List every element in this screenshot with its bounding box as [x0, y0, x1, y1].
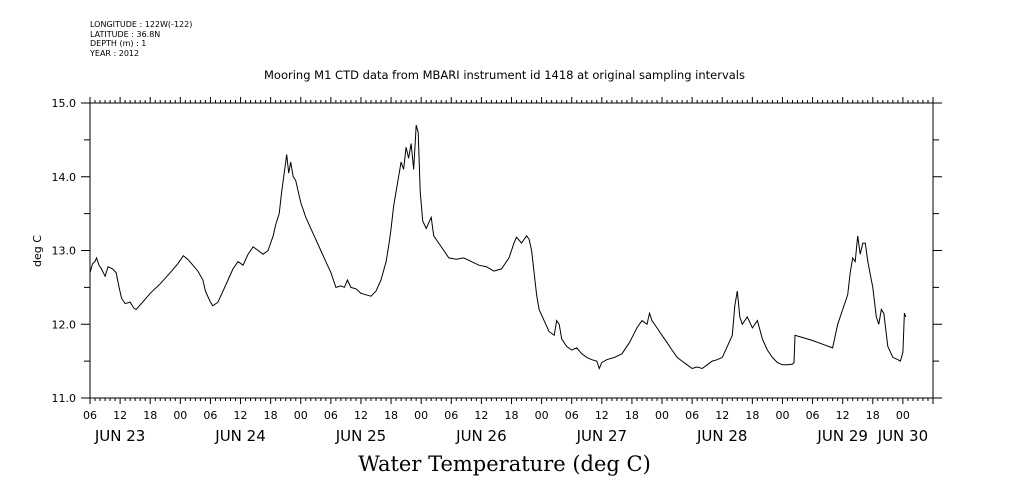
y-tick-label: 13.0 — [52, 245, 77, 258]
x-tick-label: 18 — [625, 409, 639, 422]
y-tick-label: 15.0 — [52, 97, 77, 110]
latitude-text: LATITUDE : 36.8N — [90, 29, 161, 39]
year-text: YEAR : 2012 — [90, 48, 140, 58]
x-tick-label: 12 — [715, 409, 729, 422]
x-tick-label: 06 — [806, 409, 820, 422]
x-tick-label: 06 — [324, 409, 338, 422]
longitude-text: LONGITUDE : 122W(-122) — [90, 20, 193, 29]
x-tick-label: 18 — [384, 409, 398, 422]
day-label: JUN 28 — [696, 427, 747, 445]
x-tick-label: 06 — [444, 409, 458, 422]
y-axis-label: deg C — [31, 235, 44, 267]
x-tick-label: 12 — [354, 409, 368, 422]
x-tick-label: 06 — [203, 409, 217, 422]
x-tick-label: 06 — [685, 409, 699, 422]
x-tick-label: 18 — [745, 409, 759, 422]
x-tick-label: 12 — [836, 409, 850, 422]
metadata-block: LONGITUDE : 122W(-122) LATITUDE : 36.8N … — [90, 20, 192, 58]
x-tick-label: 00 — [173, 409, 187, 422]
temperature-series-line — [89, 124, 907, 370]
day-label: JUN 26 — [455, 427, 506, 445]
axis-ticks — [81, 97, 942, 404]
x-tick-label: 12 — [474, 409, 488, 422]
x-tick-label: 00 — [414, 409, 428, 422]
x-tick-label: 12 — [595, 409, 609, 422]
day-label: JUN 27 — [576, 427, 627, 445]
x-tick-label: 06 — [565, 409, 579, 422]
x-tick-label: 06 — [83, 409, 97, 422]
y-tick-label: 11.0 — [52, 392, 77, 405]
x-tick-label: 18 — [866, 409, 880, 422]
axis-labels: 06 12 18 00 06 12 18 00 06 12 18 00 06 12 18 00 06 12 18 00… — [52, 97, 929, 445]
day-label: JUN 25 — [335, 427, 386, 445]
day-label: JUN 30 — [877, 427, 928, 445]
day-label: JUN 29 — [816, 427, 867, 445]
y-tick-label: 14.0 — [52, 171, 77, 184]
x-tick-label: 12 — [113, 409, 127, 422]
day-label: JUN 23 — [94, 427, 145, 445]
x-tick-label: 00 — [655, 409, 669, 422]
x-tick-label: 18 — [264, 409, 278, 422]
chart-title: Mooring M1 CTD data from MBARI instrumen… — [264, 68, 745, 82]
x-tick-label: 00 — [535, 409, 549, 422]
x-tick-label: 12 — [234, 409, 248, 422]
x-tick-label: 00 — [775, 409, 789, 422]
x-axis-title: Water Temperature (deg C) — [358, 452, 651, 476]
depth-text: DEPTH (m) : 1 — [90, 39, 147, 48]
x-tick-label: 00 — [294, 409, 308, 422]
day-label: JUN 24 — [214, 427, 265, 445]
y-tick-label: 12.0 — [52, 318, 77, 331]
x-tick-label: 18 — [143, 409, 157, 422]
x-tick-label: 18 — [505, 409, 519, 422]
x-tick-label: 00 — [896, 409, 910, 422]
